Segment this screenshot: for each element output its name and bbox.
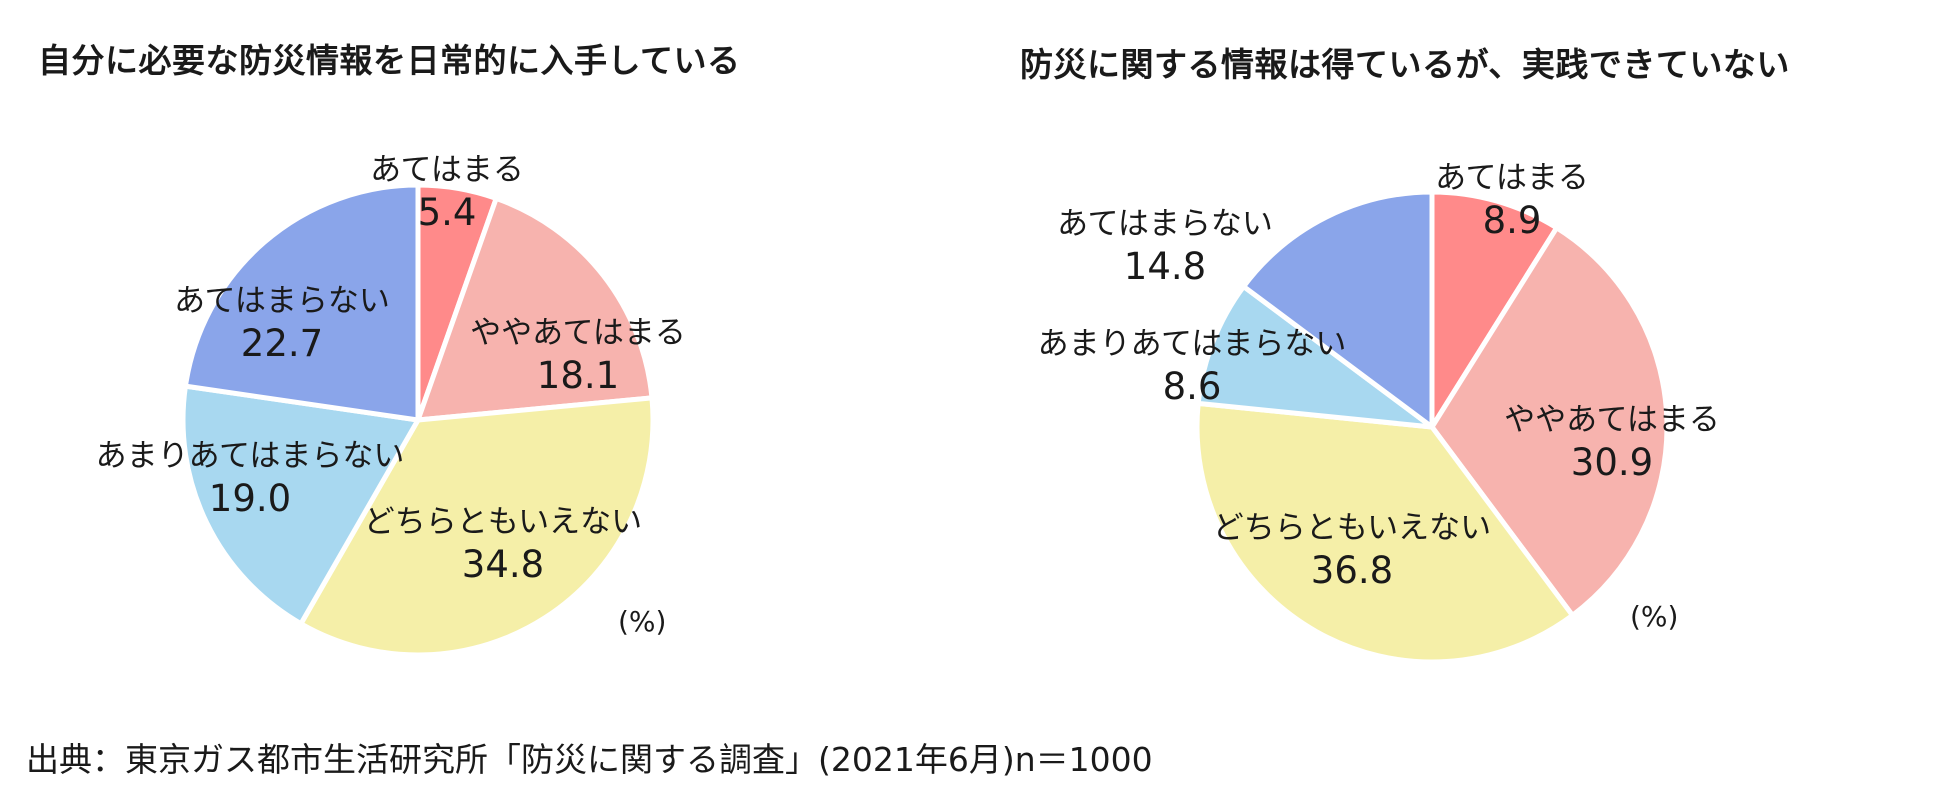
unit-label: (%): [618, 605, 667, 638]
slice-label: ややあてはまる: [1504, 402, 1720, 438]
pie-slice: [298, 395, 656, 658]
slice-value: 34.8: [462, 543, 544, 586]
slice-value: 19.0: [209, 477, 291, 520]
slice-label: あてはまる: [370, 152, 524, 188]
slice-label: どちらともいえない: [364, 504, 642, 540]
pie-chart-daily-info: 自分に必要な防災情報を日常的に入手している あてはまる 5.4 ややあてはまる 18.…: [0, 0, 960, 700]
slice-value: 18.1: [537, 354, 619, 397]
slice-label: あまりあてはまらない: [1038, 326, 1347, 362]
chart-title: 自分に必要な防災情報を日常的に入手している: [38, 41, 741, 80]
pie-slice: [1195, 283, 1435, 430]
slice-value: 8.6: [1163, 365, 1222, 408]
pie-slice: [1241, 189, 1435, 430]
unit-label: (%): [1630, 600, 1679, 633]
slice-value: 5.4: [418, 191, 477, 234]
slice-label: どちらともいえない: [1213, 510, 1491, 546]
slice-value: 8.9: [1483, 199, 1542, 242]
slice-value: 22.7: [241, 322, 323, 365]
pie-slice: [1429, 225, 1670, 618]
pie-slice: [1429, 189, 1560, 430]
pie-chart-not-practicing: 防災に関する情報は得ているが、実践できていない あてはまる 8.9 ややあてはまる 3…: [975, 0, 1950, 700]
chart-title: 防災に関する情報は得ているが、実践できていない: [1020, 45, 1790, 84]
slice-value: 30.9: [1571, 441, 1653, 484]
pie-slice: [180, 383, 421, 627]
pie-slice: [1194, 400, 1576, 665]
slice-label: ややあてはまる: [470, 315, 686, 351]
slice-label: あてはまらない: [1057, 206, 1273, 242]
pie-slice: [415, 195, 655, 423]
slice-value: 14.8: [1124, 245, 1206, 288]
pie-slice: [182, 182, 421, 423]
source-note: 出典：東京ガス都市生活研究所「防災に関する調査」(2021年6月)n＝1000: [26, 740, 1153, 779]
slice-label: あてはまる: [1435, 160, 1589, 196]
slice-value: 36.8: [1311, 549, 1393, 592]
slice-label: あまりあてはまらない: [96, 438, 405, 474]
slice-label: あてはまらない: [174, 283, 390, 319]
